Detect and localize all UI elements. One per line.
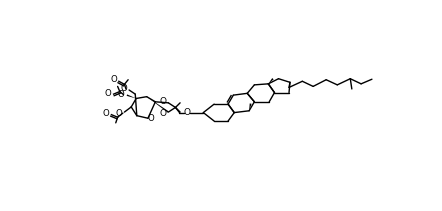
Text: O: O bbox=[103, 109, 109, 118]
Text: O: O bbox=[160, 109, 167, 118]
Text: O: O bbox=[110, 75, 117, 84]
Text: O: O bbox=[115, 109, 122, 118]
Text: O: O bbox=[148, 114, 154, 123]
Polygon shape bbox=[268, 78, 274, 84]
Polygon shape bbox=[127, 94, 136, 99]
Polygon shape bbox=[147, 97, 169, 113]
Polygon shape bbox=[249, 103, 251, 111]
Text: O: O bbox=[183, 108, 191, 117]
Text: O: O bbox=[121, 84, 127, 93]
Text: O: O bbox=[160, 97, 167, 106]
Polygon shape bbox=[147, 97, 156, 102]
Text: O: O bbox=[105, 89, 111, 97]
Text: O: O bbox=[118, 90, 125, 99]
